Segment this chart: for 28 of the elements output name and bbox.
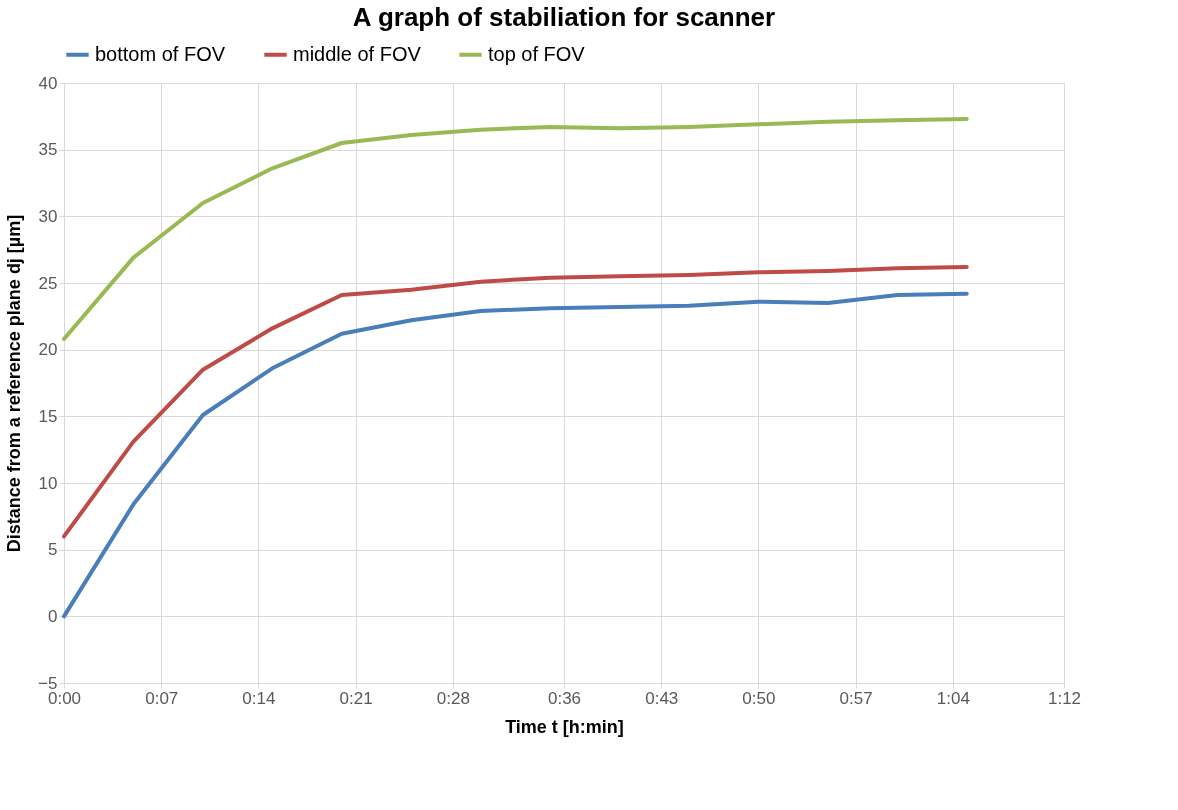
- legend-label: bottom of FOV: [95, 42, 226, 65]
- x-tick-label: 0:28: [436, 688, 470, 708]
- x-tick-label: 0:21: [339, 688, 373, 708]
- y-tick-label: 30: [38, 206, 58, 226]
- x-tick-label: 0:57: [839, 688, 873, 708]
- x-tick-label: 0:36: [547, 688, 582, 708]
- y-tick-label: 0: [48, 606, 58, 626]
- x-tick-label: 0:50: [742, 688, 776, 708]
- legend-label: top of FOV: [488, 42, 586, 65]
- line-series: [62, 265, 969, 539]
- legend-label: middle of FOV: [293, 42, 422, 65]
- chart-title: A graph of stabiliation for scanner: [352, 2, 776, 32]
- line-series: [62, 117, 969, 341]
- y-tick-label: 25: [38, 273, 58, 293]
- y-tick-label: 15: [38, 406, 58, 426]
- x-axis-title: Time t [h:min]: [505, 716, 624, 737]
- x-tick-label: 0:14: [242, 688, 276, 708]
- y-tick-label: 10: [38, 473, 58, 493]
- y-tick-label: 35: [38, 140, 58, 160]
- y-tick-label: 40: [38, 73, 58, 93]
- y-tick-label: 5: [48, 540, 58, 560]
- x-tick-label: 0:07: [145, 688, 179, 708]
- x-tick-label: 0:43: [645, 688, 679, 708]
- line-series: [62, 291, 969, 619]
- y-axis-title: Distance from a reference plane dj [µm]: [4, 214, 25, 553]
- y-tick-label: 20: [38, 340, 58, 360]
- x-tick-label: 1:04: [936, 688, 970, 708]
- x-tick-label: 1:12: [1047, 688, 1082, 708]
